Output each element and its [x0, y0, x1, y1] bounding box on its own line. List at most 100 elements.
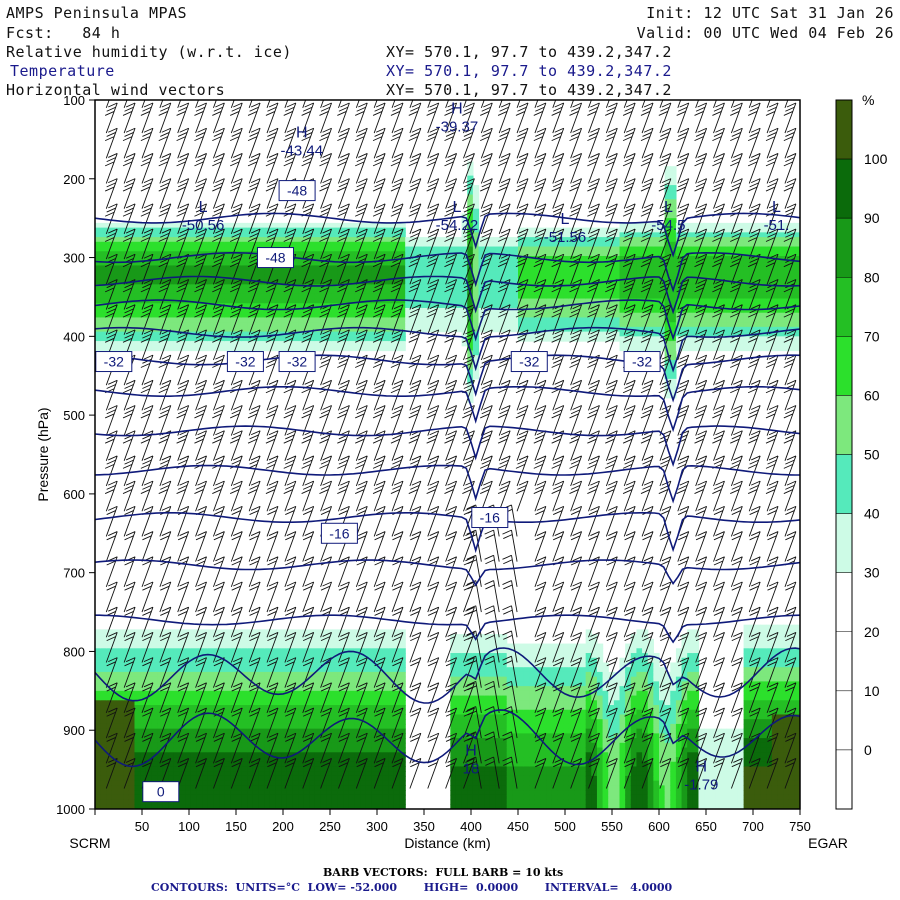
rh-cell: [388, 667, 395, 673]
rh-cell: [185, 279, 192, 285]
rh-cell: [134, 709, 141, 716]
rh-cell: [230, 232, 237, 238]
rh-cell: [269, 298, 277, 304]
rh-cell: [348, 790, 356, 796]
rh-cell: [95, 662, 102, 668]
rh-cell: [303, 251, 310, 257]
rh-cell: [202, 653, 209, 659]
rh-cell: [202, 648, 209, 654]
rh-cell: [529, 780, 536, 786]
rh-cell: [365, 714, 372, 720]
rh-cell: [157, 676, 164, 682]
rh-cell: [202, 728, 209, 734]
rh-cell: [489, 794, 497, 801]
rh-cell: [168, 643, 175, 649]
rh-cell: [134, 345, 141, 352]
rh-cell: [247, 742, 254, 749]
rh-cell: [534, 757, 542, 763]
rh-cell: [162, 638, 169, 645]
rh-cell: [281, 232, 288, 238]
rh-cell: [128, 700, 136, 706]
rh-cell: [529, 317, 536, 323]
rh-cell: [151, 331, 158, 337]
rh-cell: [207, 705, 215, 711]
rh-cell: [196, 222, 203, 229]
rh-cell: [337, 742, 344, 749]
rh-cell: [467, 771, 474, 777]
rh-cell: [534, 241, 542, 248]
rh-cell: [292, 298, 299, 304]
rh-cell: [281, 634, 288, 640]
rh-cell: [472, 804, 480, 809]
rh-cell: [388, 241, 395, 248]
rh-cell: [331, 662, 339, 668]
rh-cell: [314, 752, 322, 758]
rh-cell: [134, 265, 141, 271]
rh-cell: [106, 747, 113, 753]
rh-cell: [540, 785, 547, 791]
rh-cell: [286, 634, 293, 640]
rh-cell: [258, 274, 265, 281]
rh-cell: [241, 312, 248, 319]
rh-cell: [348, 265, 356, 271]
rh-cell: [529, 695, 536, 701]
rh-cell: [512, 705, 519, 711]
rh-cell: [354, 298, 361, 304]
rh-cell: [185, 700, 192, 706]
rh-cell: [314, 794, 322, 801]
rh-cell: [472, 719, 480, 725]
rh-cell: [388, 303, 395, 309]
rh-cell: [275, 804, 282, 809]
rh-cell: [224, 667, 231, 673]
rh-cell: [269, 345, 277, 352]
rh-cell: [382, 766, 389, 772]
rh-cell: [264, 237, 271, 243]
rh-cell: [151, 723, 158, 730]
rh-cell: [151, 671, 158, 678]
rh-cell: [173, 303, 181, 309]
rh-cell: [354, 222, 361, 229]
rh-cell: [450, 780, 457, 786]
rh-cell: [111, 279, 119, 285]
rh-cell: [523, 690, 530, 697]
rh-cell: [348, 341, 356, 347]
rh-cell: [207, 307, 215, 314]
rh-cell: [128, 331, 136, 337]
rh-cell: [365, 265, 372, 271]
rh-cell: [117, 804, 124, 809]
rh-cell: [388, 794, 395, 801]
rh-cell: [157, 714, 164, 720]
rh-cell: [382, 714, 389, 720]
rh-cell: [320, 785, 327, 791]
rh-cell: [252, 771, 260, 777]
rh-cell: [281, 629, 288, 635]
rh-cell: [314, 695, 322, 701]
rh-cell: [128, 307, 136, 314]
rh-cell: [377, 270, 384, 276]
rh-cell: [563, 667, 570, 673]
rh-cell: [179, 303, 186, 309]
rh-cell: [145, 317, 152, 323]
rh-cell: [123, 260, 130, 267]
rh-cell: [377, 723, 384, 730]
rh-cell: [320, 733, 327, 739]
rh-cell: [151, 634, 158, 640]
rh-cell: [185, 638, 192, 645]
rh-cell: [382, 331, 389, 337]
rh-cell: [309, 241, 316, 248]
rh-cell: [281, 270, 288, 276]
rh-cell: [551, 227, 559, 233]
rh-cell: [331, 771, 339, 777]
rh-cell: [298, 804, 305, 809]
rh-cell: [455, 766, 463, 772]
rh-cell: [331, 237, 339, 243]
rh-cell: [343, 733, 350, 739]
rh-cell: [388, 690, 395, 697]
rh-cell: [546, 723, 553, 730]
rh-cell: [258, 780, 265, 786]
rh-cell: [258, 307, 265, 314]
rh-cell: [106, 695, 113, 701]
rh-cell: [100, 246, 107, 252]
rh-cell: [501, 785, 508, 791]
rh-cell: [348, 241, 356, 248]
